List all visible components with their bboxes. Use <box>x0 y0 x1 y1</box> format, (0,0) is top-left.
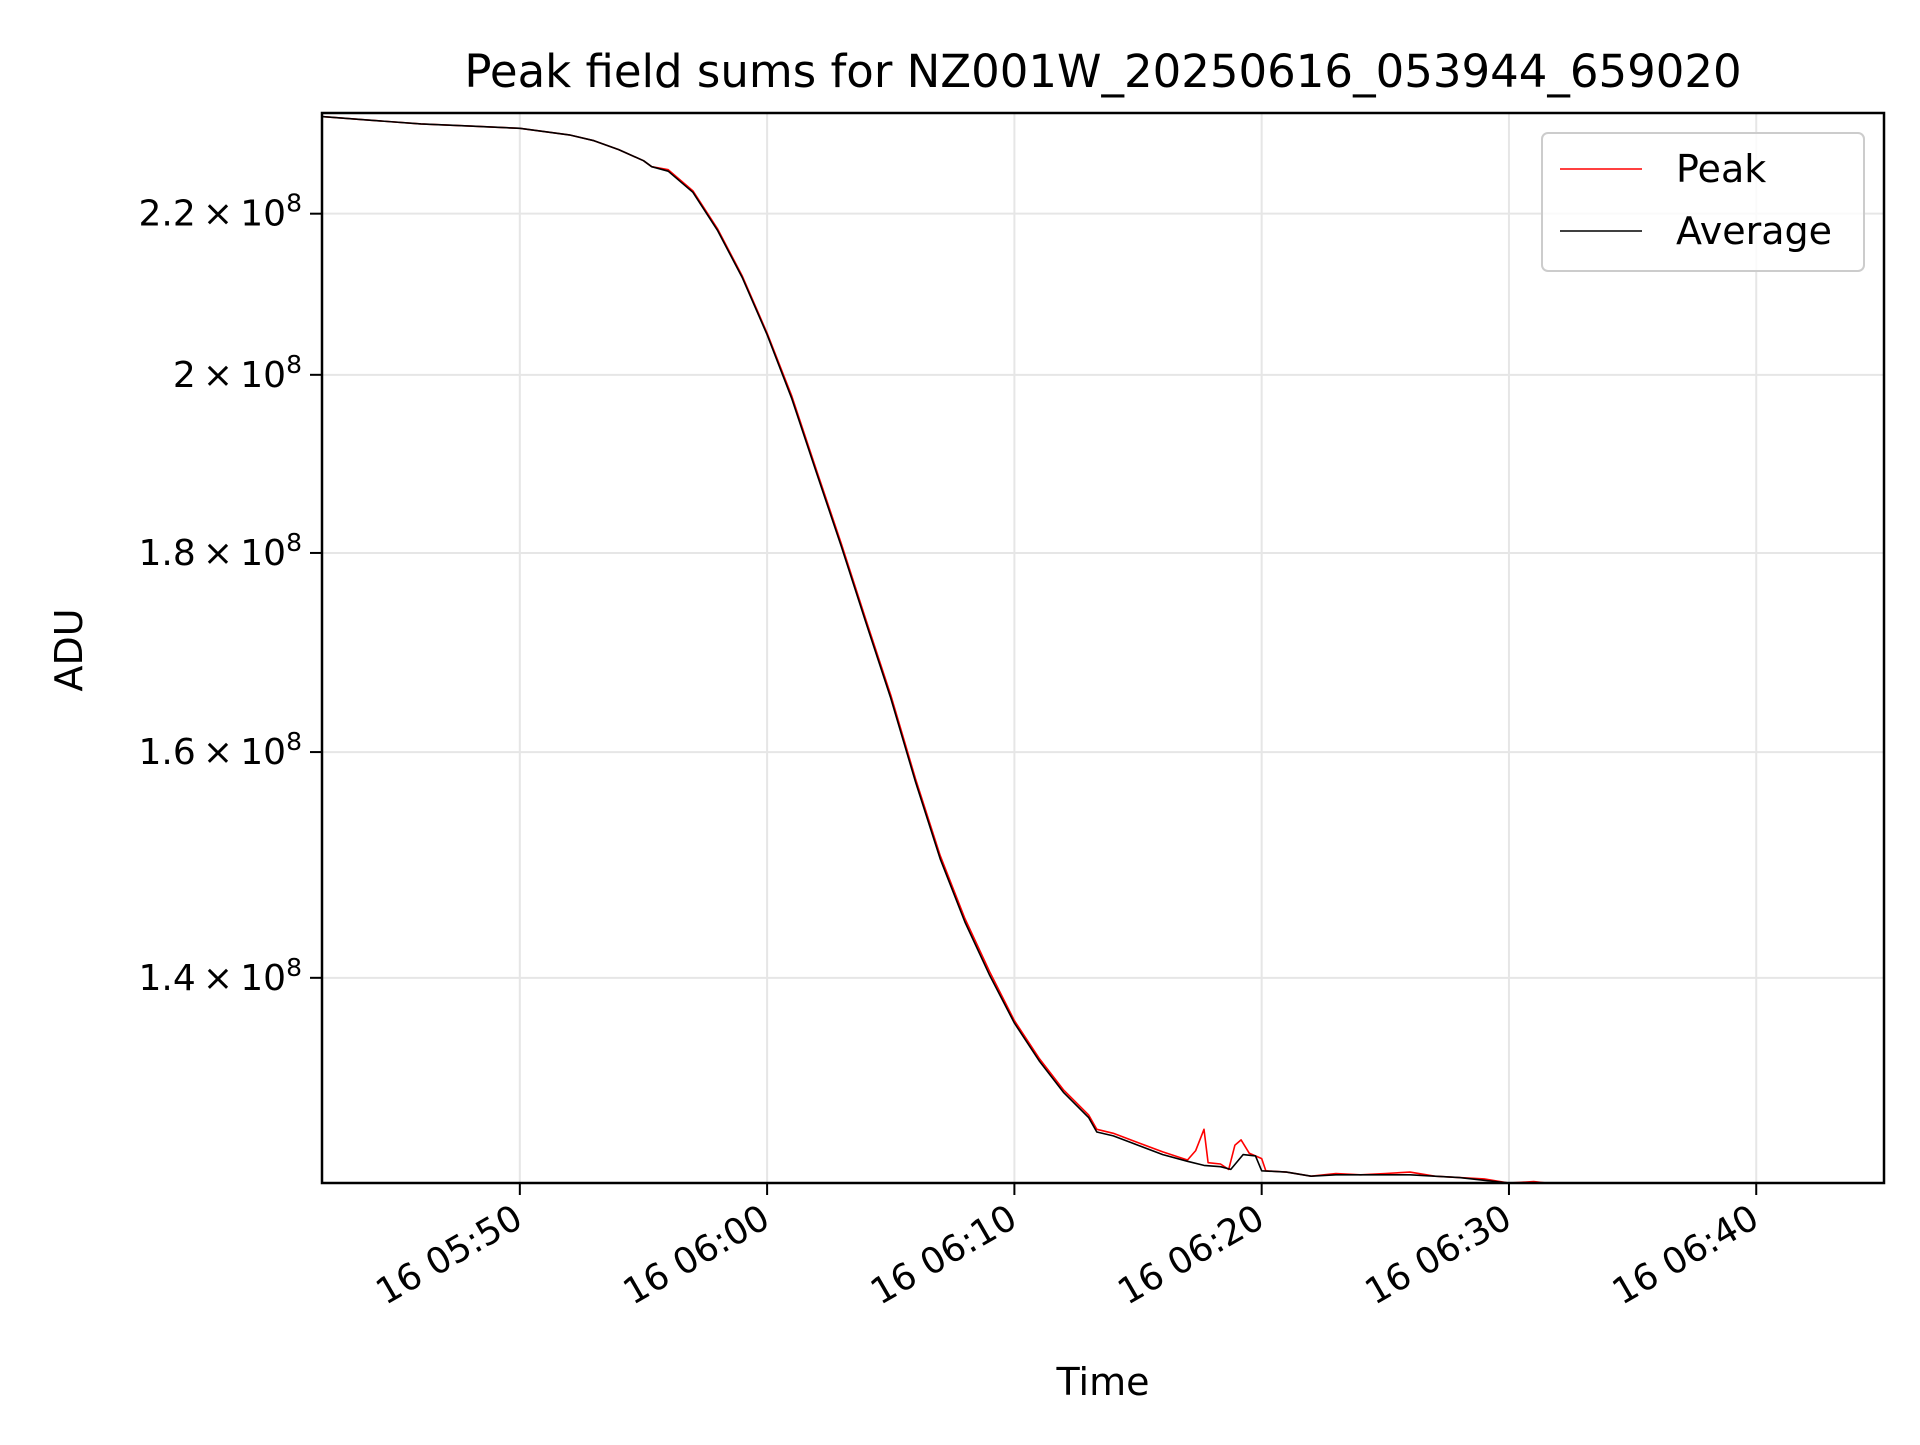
legend-label-peak: Peak <box>1676 147 1766 191</box>
y-tick-mantissa: 1.8 × 10 <box>138 533 286 574</box>
y-tick-label: 1.8 × 108 <box>138 528 302 574</box>
y-tick-mantissa: 2 × 10 <box>173 355 286 396</box>
series-line-average <box>322 115 1524 1183</box>
legend: Peak Average <box>1541 132 1865 272</box>
legend-box <box>1541 132 1865 272</box>
series-line-peak <box>322 115 1554 1183</box>
y-tick-label: 2.2 × 108 <box>138 189 302 235</box>
y-tick-mantissa: 1.4 × 10 <box>138 958 286 999</box>
legend-label-average: Average <box>1676 209 1832 253</box>
y-tick-label: 1.6 × 108 <box>138 727 302 773</box>
y-axis-label: ADU <box>47 608 91 691</box>
plot-frame <box>320 111 1886 1185</box>
y-tick-mantissa: 2.2 × 10 <box>138 194 286 235</box>
y-tick-label: 2 × 108 <box>173 350 302 396</box>
y-tick-label: 1.4 × 108 <box>138 953 302 999</box>
y-tick-mantissa: 1.6 × 10 <box>138 732 286 773</box>
y-tick-exponent: 8 <box>286 528 302 557</box>
y-tick-exponent: 8 <box>286 189 302 218</box>
chart-title: Peak field sums for NZ001W_20250616_0539… <box>464 45 1741 98</box>
y-tick-exponent: 8 <box>286 953 302 982</box>
y-tick-exponent: 8 <box>286 727 302 756</box>
grid-lines <box>322 113 1884 1183</box>
x-axis-label: Time <box>1056 1360 1150 1404</box>
y-tick-exponent: 8 <box>286 350 302 379</box>
series-layer <box>322 115 1554 1183</box>
